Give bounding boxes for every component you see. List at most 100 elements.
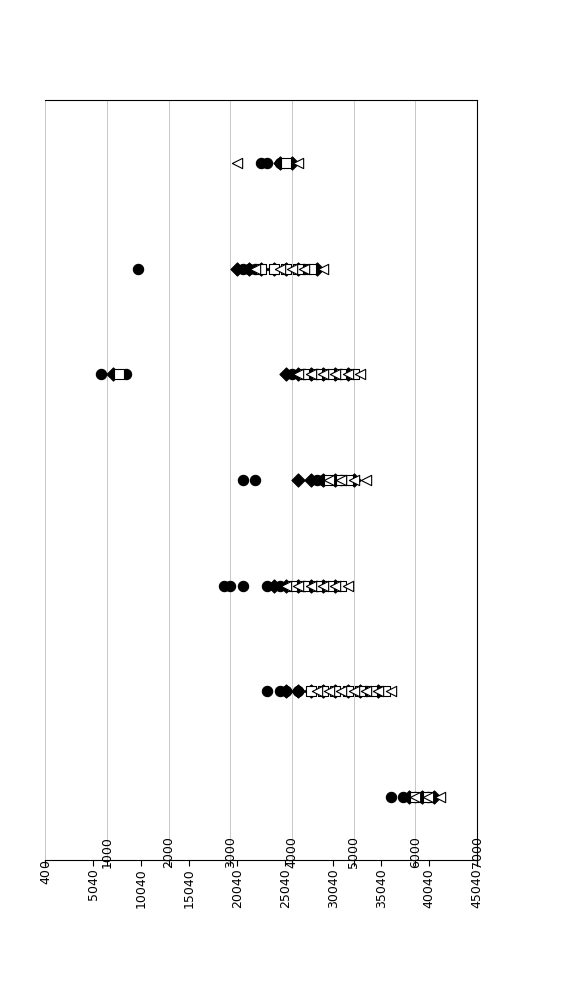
Point [374, 683, 383, 699]
Point [319, 472, 328, 488]
Point [133, 261, 143, 277]
Point [343, 472, 352, 488]
Point [411, 789, 420, 805]
Point [250, 472, 260, 488]
Point [281, 261, 290, 277]
Point [337, 578, 346, 594]
Point [275, 261, 285, 277]
Point [244, 261, 253, 277]
Point [423, 789, 432, 805]
Point [300, 366, 309, 382]
Point [436, 789, 445, 805]
Point [300, 261, 309, 277]
Point [343, 578, 352, 594]
Point [331, 366, 340, 382]
Point [306, 683, 315, 699]
Point [287, 155, 296, 171]
Point [319, 578, 328, 594]
Point [306, 578, 315, 594]
Point [337, 366, 346, 382]
Point [417, 789, 426, 805]
Point [324, 578, 333, 594]
Point [306, 366, 315, 382]
Point [121, 366, 130, 382]
Point [312, 578, 321, 594]
Point [263, 578, 272, 594]
Point [331, 683, 340, 699]
Point [319, 683, 328, 699]
Point [300, 261, 309, 277]
Point [343, 683, 352, 699]
Point [343, 366, 352, 382]
Point [411, 789, 420, 805]
Point [349, 472, 358, 488]
Point [281, 578, 290, 594]
Point [232, 261, 241, 277]
Point [257, 155, 266, 171]
Point [324, 683, 333, 699]
Point [319, 578, 328, 594]
Point [356, 683, 365, 699]
Point [250, 261, 260, 277]
Point [281, 683, 290, 699]
Point [306, 683, 315, 699]
Point [257, 261, 266, 277]
Point [287, 366, 296, 382]
Point [238, 261, 247, 277]
Point [337, 683, 346, 699]
Point [337, 366, 346, 382]
Point [269, 261, 278, 277]
Point [343, 683, 352, 699]
Point [331, 578, 340, 594]
Point [319, 366, 328, 382]
Point [287, 261, 296, 277]
Point [263, 155, 272, 171]
Point [349, 683, 358, 699]
Point [362, 683, 371, 699]
Point [319, 366, 328, 382]
Point [281, 683, 290, 699]
Point [386, 789, 395, 805]
Point [294, 261, 303, 277]
Point [244, 261, 253, 277]
Point [281, 261, 290, 277]
Point [324, 472, 333, 488]
Point [331, 683, 340, 699]
Point [275, 683, 285, 699]
Point [331, 683, 340, 699]
Point [331, 578, 340, 594]
Point [411, 789, 420, 805]
Point [250, 261, 260, 277]
Point [220, 578, 229, 594]
Point [362, 683, 371, 699]
Point [294, 683, 303, 699]
Point [324, 366, 333, 382]
Point [405, 789, 414, 805]
Point [257, 261, 266, 277]
Point [238, 578, 247, 594]
Point [312, 683, 321, 699]
Point [356, 366, 365, 382]
Point [429, 789, 438, 805]
Point [238, 472, 247, 488]
Point [417, 789, 426, 805]
Point [294, 366, 303, 382]
Point [281, 366, 290, 382]
Point [306, 472, 315, 488]
Point [312, 366, 321, 382]
Point [300, 578, 309, 594]
Point [281, 261, 290, 277]
Point [263, 683, 272, 699]
Point [281, 578, 290, 594]
Point [232, 155, 241, 171]
Point [300, 578, 309, 594]
Point [319, 472, 328, 488]
Point [319, 366, 328, 382]
Point [294, 578, 303, 594]
Point [319, 261, 328, 277]
Point [312, 261, 321, 277]
Point [362, 472, 371, 488]
Point [306, 578, 315, 594]
Point [306, 366, 315, 382]
Point [349, 366, 358, 382]
